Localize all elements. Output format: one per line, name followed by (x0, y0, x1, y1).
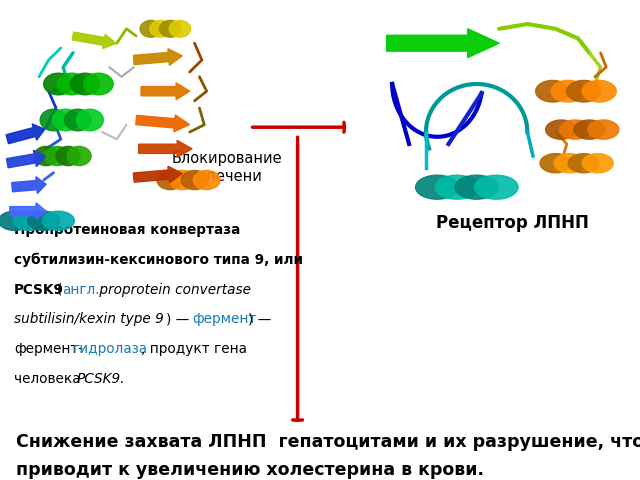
Ellipse shape (42, 211, 74, 230)
Ellipse shape (34, 146, 58, 166)
FancyArrow shape (133, 48, 182, 65)
Ellipse shape (568, 154, 599, 173)
Ellipse shape (415, 175, 459, 199)
FancyArrow shape (10, 203, 46, 220)
Ellipse shape (588, 120, 619, 139)
Ellipse shape (475, 175, 518, 199)
Ellipse shape (70, 73, 100, 95)
Ellipse shape (52, 109, 79, 131)
Ellipse shape (169, 170, 196, 190)
Ellipse shape (44, 73, 73, 95)
Ellipse shape (84, 73, 113, 95)
Text: человека: человека (14, 372, 85, 386)
Text: Пропротеиновая конвертаза: Пропротеиновая конвертаза (14, 223, 241, 237)
Ellipse shape (536, 81, 570, 102)
Ellipse shape (560, 120, 591, 139)
Ellipse shape (56, 146, 80, 166)
Text: proprotein convertase: proprotein convertase (95, 283, 251, 297)
Ellipse shape (140, 21, 161, 37)
Ellipse shape (45, 146, 69, 166)
Text: (: ( (57, 283, 62, 297)
Ellipse shape (77, 109, 104, 131)
Text: PCSK9.: PCSK9. (76, 372, 125, 386)
Text: subtilisin/kexin type 9: subtilisin/kexin type 9 (14, 312, 164, 326)
FancyArrow shape (136, 115, 189, 132)
Ellipse shape (193, 170, 220, 190)
FancyArrow shape (387, 29, 499, 58)
Ellipse shape (159, 21, 181, 37)
Text: приводит к увеличению холестерина в крови.: приводит к увеличению холестерина в кров… (16, 461, 484, 479)
Text: фермент-: фермент- (14, 342, 83, 356)
Text: гидролаза: гидролаза (73, 342, 148, 356)
Text: англ.: англ. (62, 283, 100, 297)
Text: , продукт гена: , продукт гена (141, 342, 247, 356)
Ellipse shape (582, 154, 613, 173)
Ellipse shape (554, 154, 585, 173)
Text: Рецептор ЛПНП: Рецептор ЛПНП (436, 214, 588, 231)
Ellipse shape (582, 81, 616, 102)
Ellipse shape (574, 120, 605, 139)
Ellipse shape (546, 120, 577, 139)
FancyArrow shape (6, 124, 45, 144)
FancyArrow shape (12, 177, 46, 193)
Ellipse shape (67, 146, 91, 166)
Text: Снижение захвата ЛПНП  гепатоцитами и их разрушение, что: Снижение захвата ЛПНП гепатоцитами и их … (16, 433, 640, 451)
Ellipse shape (0, 211, 31, 230)
Ellipse shape (28, 211, 60, 230)
Text: PCSK9: PCSK9 (14, 283, 64, 297)
Ellipse shape (169, 21, 191, 37)
Text: фермент: фермент (192, 312, 256, 326)
Ellipse shape (157, 170, 184, 190)
Text: субтилизин-кексинового типа 9, или: субтилизин-кексинового типа 9, или (14, 253, 303, 267)
Ellipse shape (40, 109, 67, 131)
Ellipse shape (57, 73, 86, 95)
Ellipse shape (65, 109, 92, 131)
Ellipse shape (13, 211, 45, 230)
Ellipse shape (566, 81, 601, 102)
FancyArrow shape (72, 32, 116, 48)
FancyArrow shape (141, 83, 189, 100)
Text: Блокирование
в печени: Блокирование в печени (172, 151, 282, 183)
Ellipse shape (551, 81, 585, 102)
FancyArrow shape (6, 150, 45, 168)
Ellipse shape (540, 154, 571, 173)
Text: ) —: ) — (166, 312, 189, 326)
Ellipse shape (181, 170, 208, 190)
Ellipse shape (455, 175, 499, 199)
Ellipse shape (150, 21, 172, 37)
Ellipse shape (435, 175, 479, 199)
Text: ) —: ) — (248, 312, 271, 326)
FancyArrow shape (139, 140, 192, 157)
FancyArrow shape (133, 166, 182, 183)
